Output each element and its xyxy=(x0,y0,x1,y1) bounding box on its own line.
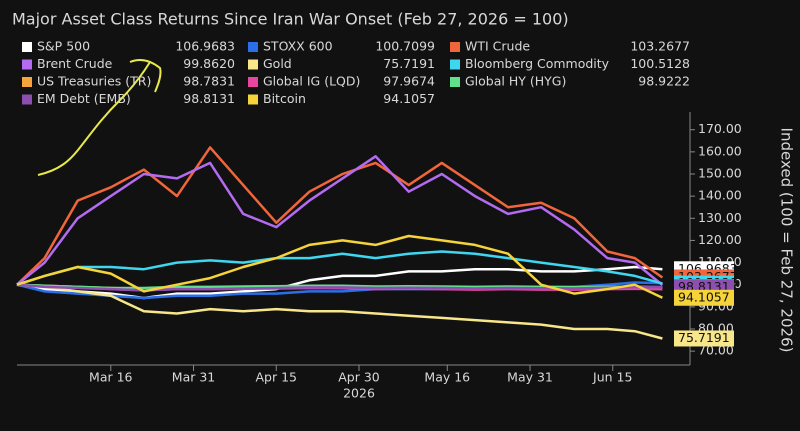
legend-value: 75.7191 xyxy=(383,56,435,71)
legend-swatch xyxy=(22,94,32,105)
legend-label: Bloomberg Commodity xyxy=(465,56,610,71)
legend-label: STOXX 600 xyxy=(263,39,333,54)
legend-label: US Treasuries (TR) xyxy=(37,74,151,89)
series-line xyxy=(16,250,663,286)
y-tick-label: 170.00 xyxy=(698,121,742,136)
end-label: 94.1057 xyxy=(678,289,730,304)
legend-label: WTI Crude xyxy=(465,39,530,54)
x-tick-label: Apr 30 xyxy=(338,370,380,385)
legend-swatch xyxy=(248,77,258,87)
x-tick-label: Jun 15 xyxy=(592,370,632,385)
legend-swatch xyxy=(22,42,32,52)
series-line xyxy=(16,265,663,300)
x-tick-label: Apr 15 xyxy=(256,370,298,385)
series-line xyxy=(16,283,663,292)
x-year-label: 2026 xyxy=(343,386,375,401)
x-tick-label: Mar 31 xyxy=(172,370,215,385)
legend-value: 99.8620 xyxy=(183,56,235,71)
x-tick-label: May 31 xyxy=(507,370,553,385)
legend-swatch xyxy=(450,77,460,87)
annotation-scribble xyxy=(37,59,162,176)
legend-label: Global HY (HYG) xyxy=(465,74,566,89)
legend-value: 98.7831 xyxy=(183,74,235,89)
legend-swatch xyxy=(450,59,460,70)
legend-value: 98.8131 xyxy=(183,91,235,106)
y-tick-label: 120.00 xyxy=(698,232,742,247)
y-tick-label: 140.00 xyxy=(698,188,742,203)
legend-label: Brent Crude xyxy=(37,56,113,71)
legend-value: 97.9674 xyxy=(383,74,435,89)
y-axis-label: Indexed (100 = Feb 27, 2026) xyxy=(778,128,796,353)
chart-title: Major Asset Class Returns Since Iran War… xyxy=(12,10,569,29)
legend-swatch xyxy=(22,59,32,70)
y-tick-label: 130.00 xyxy=(698,210,742,225)
legend-value: 106.9683 xyxy=(175,39,235,54)
legend-swatch xyxy=(22,77,32,87)
legend-value: 98.9222 xyxy=(638,74,690,89)
series-line xyxy=(16,155,664,286)
end-label-box xyxy=(674,289,734,306)
legend-swatch xyxy=(248,42,258,52)
legend-value: 103.2677 xyxy=(630,39,690,54)
legend-label: Global IG (LQD) xyxy=(263,74,360,89)
legend-value: 100.5128 xyxy=(630,56,690,71)
legend-label: EM Debt (EMB) xyxy=(37,91,131,106)
y-tick-label: 160.00 xyxy=(698,143,742,158)
legend-swatch xyxy=(248,59,258,70)
x-tick-label: May 16 xyxy=(424,370,470,385)
legend-label: Gold xyxy=(263,56,292,71)
end-label: 75.7191 xyxy=(678,330,730,345)
series-line xyxy=(16,146,664,286)
end-label-box xyxy=(674,330,734,347)
legend-value: 94.1057 xyxy=(383,91,435,106)
legend-swatch xyxy=(450,42,460,52)
legend-label: Bitcoin xyxy=(263,91,306,106)
series-line xyxy=(16,283,663,290)
y-tick-label: 150.00 xyxy=(698,166,742,181)
legend-swatch xyxy=(248,94,258,105)
series-line xyxy=(16,234,663,299)
x-tick-label: Mar 16 xyxy=(89,370,133,385)
legend-label: S&P 500 xyxy=(37,39,90,54)
series-line xyxy=(16,283,663,340)
legend-value: 100.7099 xyxy=(375,39,435,54)
